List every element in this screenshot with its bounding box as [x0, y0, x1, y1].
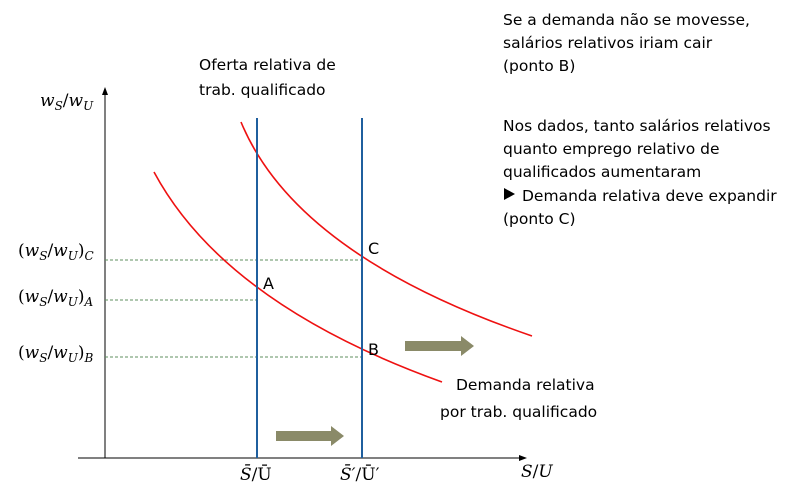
demand-label-line1: Demanda relativa — [456, 376, 595, 394]
note2-line5: (ponto C) — [503, 210, 576, 228]
y-axis-arrowhead — [102, 87, 108, 95]
y-tick-c: (wS​/wU​)C​ — [18, 241, 94, 263]
note2-line3: qualificados aumentaram — [503, 163, 701, 181]
note2-line2: quanto emprego relativo de — [503, 140, 719, 158]
supply-shift-arrow — [276, 426, 344, 446]
x-axis-label: S/U — [521, 462, 553, 482]
point-label-a: A — [263, 274, 274, 293]
supply-tick-2: S̄′/Ū′ — [340, 463, 380, 485]
demand-curve-shifted — [240, 121, 533, 337]
demand-label-line2: por trab. qualificado — [440, 403, 597, 421]
triangle-bullet-icon — [504, 188, 515, 200]
demand-curve-original — [153, 171, 443, 383]
y-tick-b: (wS​/wU​)B​ — [18, 343, 94, 365]
note2-line4: Demanda relativa deve expandir — [522, 187, 777, 205]
point-label-b: B — [368, 340, 379, 359]
supply-tick-1: S̄/Ū — [240, 463, 272, 485]
demand-shift-arrow — [405, 336, 474, 356]
note1-line1: Se a demanda não se movesse, — [503, 11, 750, 29]
point-label-c: C — [368, 239, 379, 258]
x-axis-arrowhead — [519, 455, 527, 461]
note1-line2: salários relativos iriam cair — [503, 34, 713, 52]
y-axis-label: wS​/wU​ — [40, 91, 94, 113]
supply-title-line1: Oferta relativa de — [199, 56, 336, 74]
note2-line1: Nos dados, tanto salários relativos — [503, 117, 771, 135]
supply-title-line2: trab. qualificado — [199, 81, 326, 99]
y-tick-a: (wS​/wU​)A​ — [18, 287, 94, 309]
note1-line3: (ponto B) — [503, 57, 575, 75]
